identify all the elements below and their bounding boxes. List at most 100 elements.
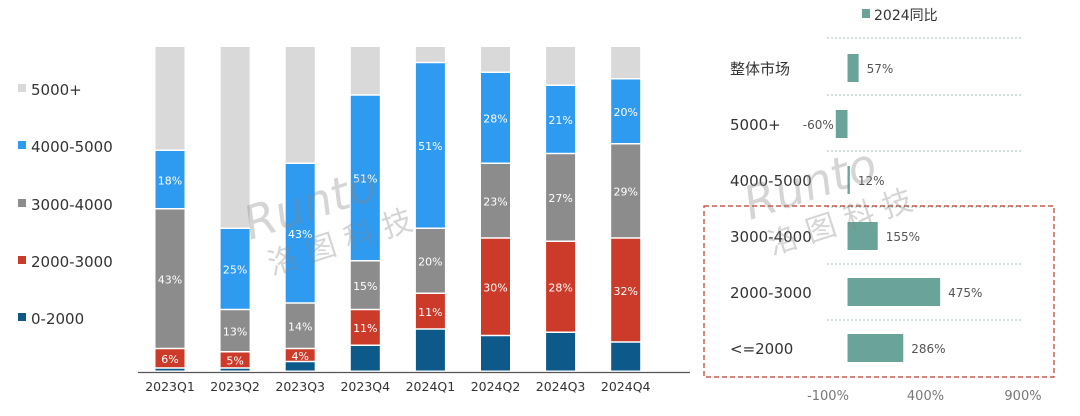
data-label: 18% xyxy=(158,174,182,187)
y-tick-label: <=2000 xyxy=(730,340,793,358)
bar-segment xyxy=(481,238,510,335)
data-label: 13% xyxy=(223,325,247,338)
data-label: 51% xyxy=(418,140,442,153)
legend-label: 3000-4000 xyxy=(31,196,113,214)
data-label: 51% xyxy=(353,173,377,186)
data-label: 30% xyxy=(483,282,507,295)
bar-segment xyxy=(611,342,641,371)
bar-segment xyxy=(350,346,380,371)
data-label: 21% xyxy=(548,114,572,127)
data-label: 5% xyxy=(226,355,243,368)
bar-segment xyxy=(285,164,315,303)
bar-segment xyxy=(285,303,315,348)
x-tick-label: 2023Q4 xyxy=(340,379,390,394)
highlight-box xyxy=(703,205,1055,378)
bar-segment xyxy=(611,47,641,78)
bar-segment xyxy=(611,238,641,342)
data-label: -60% xyxy=(803,118,834,132)
data-label: 6% xyxy=(161,353,178,366)
data-label: 25% xyxy=(223,264,247,277)
legend-swatch xyxy=(18,199,26,207)
x-tick-label: 2023Q1 xyxy=(145,379,195,394)
x-tick-label: 2024Q2 xyxy=(471,379,521,394)
bar-segment xyxy=(546,242,576,332)
legend-swatch xyxy=(18,313,26,321)
x-tick-label: 2023Q2 xyxy=(210,379,260,394)
bar-segment xyxy=(155,47,185,150)
data-label: 4% xyxy=(291,350,308,363)
data-label: 286% xyxy=(911,342,945,356)
y-tick-label: 2000-3000 xyxy=(730,284,812,302)
x-tick-label: -100% xyxy=(807,389,849,404)
bar-segment xyxy=(220,368,250,371)
bar xyxy=(847,166,850,194)
x-tick-label: 2024Q1 xyxy=(406,379,456,394)
bar-segment xyxy=(285,47,315,163)
bar xyxy=(847,278,941,306)
data-label: 15% xyxy=(353,280,377,293)
data-label: 32% xyxy=(613,285,637,298)
bar-segment xyxy=(155,209,185,348)
data-label: 12% xyxy=(858,174,885,188)
data-label: 14% xyxy=(288,321,312,334)
bar-segment xyxy=(415,329,445,371)
x-tick-label: 2024Q4 xyxy=(601,379,651,394)
bar xyxy=(847,334,904,362)
x-tick-label: 400% xyxy=(907,389,944,404)
bar-segment xyxy=(481,47,510,72)
y-tick-label: 3000-4000 xyxy=(730,228,812,246)
data-label: 43% xyxy=(288,228,312,241)
bar-segment xyxy=(415,229,445,293)
x-tick-label: 900% xyxy=(1004,389,1041,404)
bar-segment xyxy=(481,336,510,371)
data-label: 27% xyxy=(548,192,572,205)
data-label: 11% xyxy=(353,322,377,335)
bar-segment xyxy=(350,310,380,345)
y-tick-label: 整体市场 xyxy=(730,60,790,78)
legend-label: 0-2000 xyxy=(31,310,84,328)
bar xyxy=(847,222,878,250)
bar-segment xyxy=(611,144,641,238)
legend-swatch xyxy=(18,84,26,92)
bar-segment xyxy=(285,349,315,361)
bar-segment xyxy=(611,79,641,143)
bar-segment xyxy=(415,47,445,62)
bar-segment xyxy=(155,368,185,371)
x-tick-label: 2023Q3 xyxy=(275,379,325,394)
data-label: 28% xyxy=(548,282,572,295)
bar-segment xyxy=(155,151,185,208)
bar-segment xyxy=(546,86,576,153)
bar-segment xyxy=(415,63,445,228)
legend-label: 2000-3000 xyxy=(31,253,113,271)
bar-segment xyxy=(415,294,445,329)
bar-segment xyxy=(350,261,380,309)
bar xyxy=(847,54,859,82)
legend-swatch xyxy=(18,256,26,264)
bar-segment xyxy=(546,333,576,371)
data-label: 155% xyxy=(886,230,920,244)
legend-swatch xyxy=(18,141,26,149)
bar-segment xyxy=(546,154,576,241)
data-label: 20% xyxy=(613,106,637,119)
data-label: 11% xyxy=(418,306,442,319)
bar-segment xyxy=(285,362,315,371)
y-tick-label: 5000+ xyxy=(730,116,781,134)
bar-segment xyxy=(481,73,510,163)
x-tick-label: 2024Q3 xyxy=(536,379,586,394)
data-label: 57% xyxy=(867,62,894,76)
bar-segment xyxy=(220,310,250,351)
bar-segment xyxy=(350,47,380,95)
legend-label: 4000-5000 xyxy=(31,138,113,156)
legend-label: 5000+ xyxy=(31,81,82,99)
data-label: 29% xyxy=(613,186,637,199)
bar-segment xyxy=(546,47,576,85)
bar xyxy=(835,110,848,138)
bar-segment xyxy=(220,352,250,368)
data-label: 28% xyxy=(483,113,507,126)
bar-segment xyxy=(350,95,380,260)
data-label: 43% xyxy=(158,273,182,286)
bar-segment xyxy=(220,229,250,309)
data-label: 475% xyxy=(948,286,982,300)
